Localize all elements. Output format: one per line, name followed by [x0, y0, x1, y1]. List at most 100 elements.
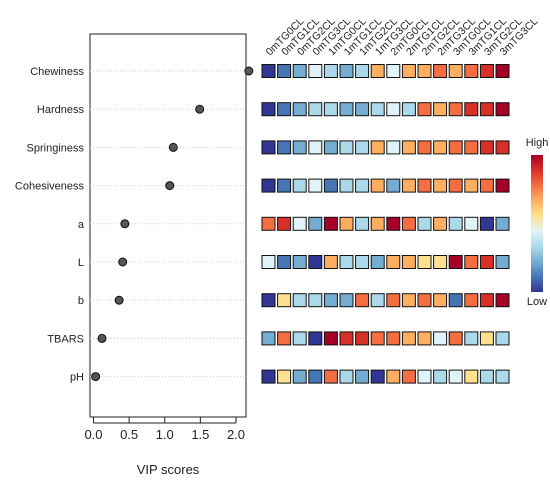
heatmap-cell — [323, 216, 338, 231]
heatmap-cell — [495, 64, 510, 78]
heatmap-cell — [433, 216, 448, 231]
heatmap-cell — [495, 178, 510, 193]
heatmap-cell — [495, 331, 510, 346]
heatmap-cell — [323, 64, 338, 78]
heatmap-cell — [261, 331, 276, 346]
heatmap-cell — [448, 255, 463, 269]
heatmap-cell — [448, 178, 463, 193]
heatmap-cell — [479, 255, 494, 269]
heatmap-cell — [292, 255, 307, 269]
heatmap-cell — [417, 293, 432, 308]
variable-label: Chewiness — [30, 66, 84, 78]
heatmap-cell — [433, 140, 448, 155]
heatmap-cell — [386, 140, 401, 155]
heatmap-cell — [308, 293, 323, 308]
heatmap-cell — [323, 178, 338, 193]
heatmap-cell — [433, 293, 448, 308]
heatmap-cell — [401, 64, 416, 78]
heatmap-cell — [339, 331, 354, 346]
heatmap-cell — [417, 102, 432, 117]
heatmap-cell — [339, 369, 354, 384]
x-tick-label: 1.0 — [156, 427, 174, 442]
vip-point — [118, 257, 128, 267]
heatmap-cell — [401, 331, 416, 346]
heatmap-cell — [401, 216, 416, 231]
heatmap-cell — [323, 331, 338, 346]
heatmap-cell — [417, 255, 432, 269]
heatmap-cell — [339, 102, 354, 117]
vip-point — [165, 181, 175, 191]
heatmap-cell — [355, 102, 370, 117]
x-axis: 0.0 0.5 1.0 1.5 2.0 — [84, 417, 245, 442]
heatmap-cell — [448, 64, 463, 78]
heatmap-cell — [339, 140, 354, 155]
heatmap-cell — [448, 331, 463, 346]
heatmap-cell — [448, 369, 463, 384]
heatmap-cell — [495, 293, 510, 308]
gridlines — [90, 70, 246, 378]
heatmap-cell — [308, 255, 323, 269]
heatmap-cell — [386, 102, 401, 117]
heatmap-cell — [292, 369, 307, 384]
variable-label: pH — [70, 372, 84, 384]
heatmap-cell — [323, 293, 338, 308]
colorbar-high-label: High — [526, 137, 549, 149]
heatmap-cell — [479, 64, 494, 78]
heatmap-cell — [355, 178, 370, 193]
vip-point — [120, 219, 130, 229]
heatmap-cell — [479, 140, 494, 155]
x-tick-label: 2.0 — [227, 427, 245, 442]
heatmap-cell — [433, 255, 448, 269]
heatmap-cell — [339, 293, 354, 308]
heatmap-cell — [355, 140, 370, 155]
heatmap-cell — [417, 216, 432, 231]
heatmap-cell — [495, 216, 510, 231]
heatmap-cell — [261, 216, 276, 231]
heatmap-cell — [277, 293, 292, 308]
heatmap-cell — [464, 64, 479, 78]
heatmap-cell — [370, 369, 385, 384]
heatmap-cell — [464, 293, 479, 308]
heatmap-cell — [339, 64, 354, 78]
heatmap-cell — [479, 178, 494, 193]
heatmap-cell — [479, 293, 494, 308]
heatmap-cell — [417, 369, 432, 384]
vip-point — [114, 295, 124, 305]
variable-label: a — [78, 219, 85, 231]
vip-point — [168, 142, 178, 152]
heatmap-cell — [401, 140, 416, 155]
heatmap-cell — [308, 331, 323, 346]
heatmap-cell — [417, 64, 432, 78]
plot-frame — [89, 33, 247, 418]
variable-label: b — [78, 295, 84, 307]
heatmap-cell — [261, 140, 276, 155]
heatmap-cell — [386, 293, 401, 308]
heatmap-cell — [308, 178, 323, 193]
heatmap-cell — [261, 369, 276, 384]
heatmap-cell — [386, 255, 401, 269]
heatmap-cell — [370, 140, 385, 155]
heatmap-cell — [323, 140, 338, 155]
heatmap-cell — [339, 216, 354, 231]
variable-label: Hardness — [37, 104, 85, 116]
heatmap-cell — [433, 64, 448, 78]
heatmap-cell — [277, 102, 292, 117]
heatmap-cell — [370, 64, 385, 78]
vip-point — [195, 104, 205, 114]
heatmap-cell — [464, 255, 479, 269]
heatmap-cell — [386, 331, 401, 346]
heatmap-cell — [308, 140, 323, 155]
heatmap-cell — [261, 293, 276, 308]
heatmap-cell — [370, 102, 385, 117]
heatmap-cell — [401, 178, 416, 193]
heatmap-cell — [370, 178, 385, 193]
variable-label: TBARS — [47, 333, 84, 345]
heatmap-cell — [401, 369, 416, 384]
heatmap-cell — [479, 216, 494, 231]
heatmap-cell — [464, 178, 479, 193]
heatmap-cell — [417, 178, 432, 193]
heatmap-cell — [261, 178, 276, 193]
heatmap-cell — [495, 255, 510, 269]
vip-points — [91, 66, 254, 382]
vip-point — [97, 333, 107, 343]
